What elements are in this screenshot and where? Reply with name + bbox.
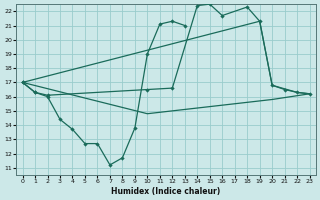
X-axis label: Humidex (Indice chaleur): Humidex (Indice chaleur) <box>111 187 221 196</box>
